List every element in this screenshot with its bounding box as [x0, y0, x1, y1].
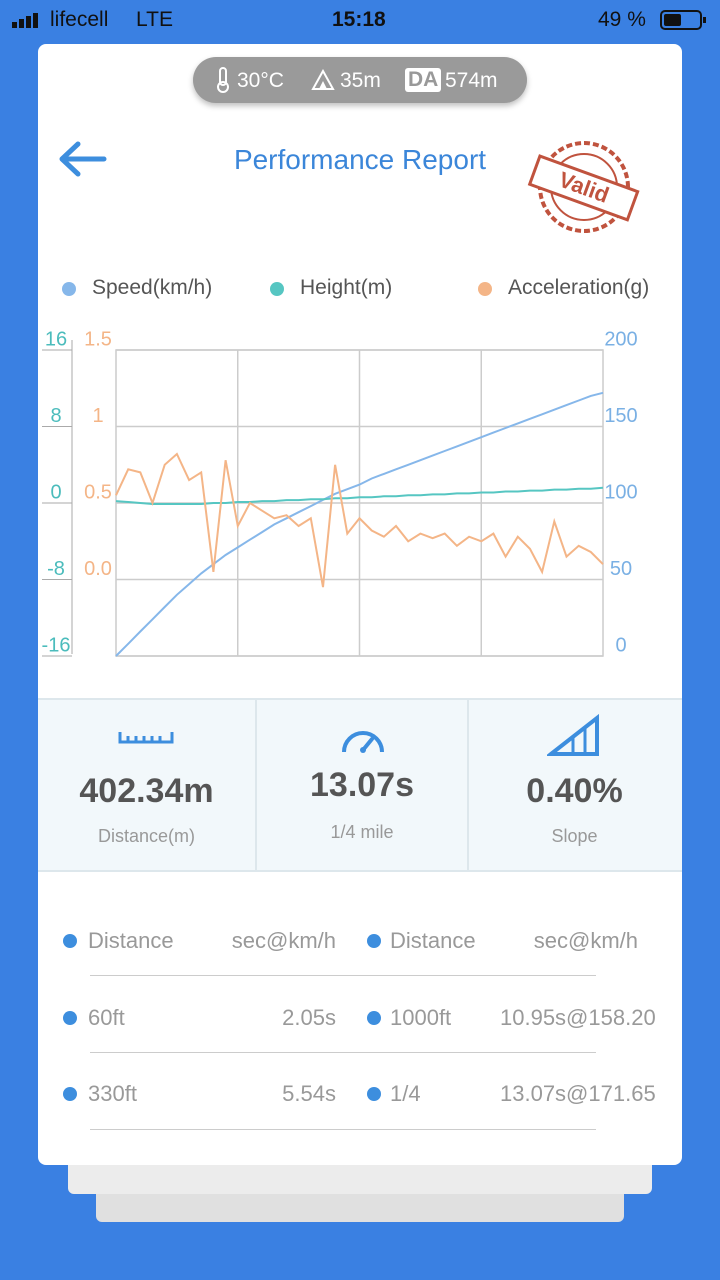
y2-tick-label: 8 [50, 405, 61, 427]
series-line [115, 452, 604, 588]
y2-tick-label: 16 [45, 328, 67, 350]
stat-value: 0.40% [526, 772, 623, 810]
table-header: sec@km/h [231, 928, 336, 953]
page-title: Performance Report [233, 144, 487, 175]
table-dot [63, 934, 77, 948]
y-tick-label: 150 [604, 405, 637, 427]
series-line [115, 391, 604, 657]
table-cell: 1000ft [390, 1005, 452, 1030]
thermometer-icon [217, 67, 229, 93]
time: 15:18 [332, 8, 386, 31]
back-button[interactable] [56, 140, 108, 180]
stat-label: Slope [551, 826, 598, 846]
legend-dot [270, 282, 284, 296]
y2-tick-label: -16 [42, 634, 71, 656]
table-dot [367, 934, 381, 948]
table-header: Distance [88, 928, 174, 953]
row-separator [90, 1052, 596, 1053]
battery-text: 49 % [598, 8, 646, 31]
temperature: 30°C [237, 69, 284, 92]
slope-icon [547, 714, 599, 756]
legend-dot [62, 282, 76, 296]
altitude: 35m [340, 69, 381, 92]
table-header: sec@km/h [533, 928, 638, 953]
y3-tick-label: 1.5 [84, 328, 112, 350]
table-dot [367, 1087, 381, 1101]
table-cell: 1/4 [390, 1081, 421, 1106]
y2-tick-label: -8 [47, 558, 65, 580]
stat-label: Distance(m) [97, 826, 195, 846]
y-tick-label: 0 [615, 634, 626, 656]
row-separator [90, 1129, 596, 1130]
carrier: lifecell [50, 8, 109, 31]
table-cell: 10.95s@158.20 [500, 1005, 656, 1030]
stat-distance: 402.34m Distance(m) [38, 700, 257, 870]
table-cell: 5.54s [282, 1081, 336, 1106]
y3-tick-label: 0.0 [84, 558, 112, 580]
series-line [115, 486, 604, 505]
gauge-icon [342, 731, 384, 753]
y2-tick-label: 0 [50, 481, 61, 503]
table-dot [63, 1011, 77, 1025]
table-cell: 2.05s [282, 1005, 336, 1030]
row-separator [90, 975, 596, 976]
legend-label: Speed(km/h) [92, 276, 213, 299]
stat-slope: 0.40% Slope [469, 700, 680, 870]
y3-tick-label: 0.5 [84, 481, 112, 503]
chart: 0 50 100 150 200 -16 -8 0 8 16 0.0 0.5 1 1.5 [42, 328, 638, 657]
legend-label: Height(m) [300, 276, 393, 299]
stat-label: 1/4 mile [330, 822, 394, 842]
conditions-pill: 30°C 35m DA 574m [193, 57, 527, 103]
valid-stamp: Valid [527, 141, 640, 233]
signal [12, 10, 44, 34]
stat-value: 13.07s [310, 766, 414, 804]
da-badge: DA [405, 68, 442, 92]
stats-panel: 402.34m Distance(m) 13.07s 1/4 mile 0.40… [38, 698, 682, 872]
table-cell: 13.07s@171.65 [500, 1081, 656, 1106]
mountain-icon [311, 69, 335, 90]
legend-dot [478, 282, 492, 296]
table-cell: 330ft [88, 1081, 137, 1106]
legend-label: Acceleration(g) [508, 276, 650, 299]
table-cell: 60ft [88, 1005, 125, 1030]
density-altitude: 574m [445, 69, 498, 92]
y-tick-label: 200 [604, 328, 637, 350]
y3-tick-label: 1 [92, 405, 103, 427]
battery-icon [660, 10, 706, 30]
y-tick-label: 100 [604, 481, 637, 503]
table-dot [367, 1011, 381, 1025]
network: LTE [136, 8, 173, 31]
stat-time: 13.07s 1/4 mile [257, 700, 469, 870]
table-header: Distance [390, 928, 476, 953]
table-dot [63, 1087, 77, 1101]
ruler-icon [118, 732, 174, 744]
y-tick-label: 50 [610, 558, 632, 580]
stat-value: 402.34m [79, 772, 214, 810]
